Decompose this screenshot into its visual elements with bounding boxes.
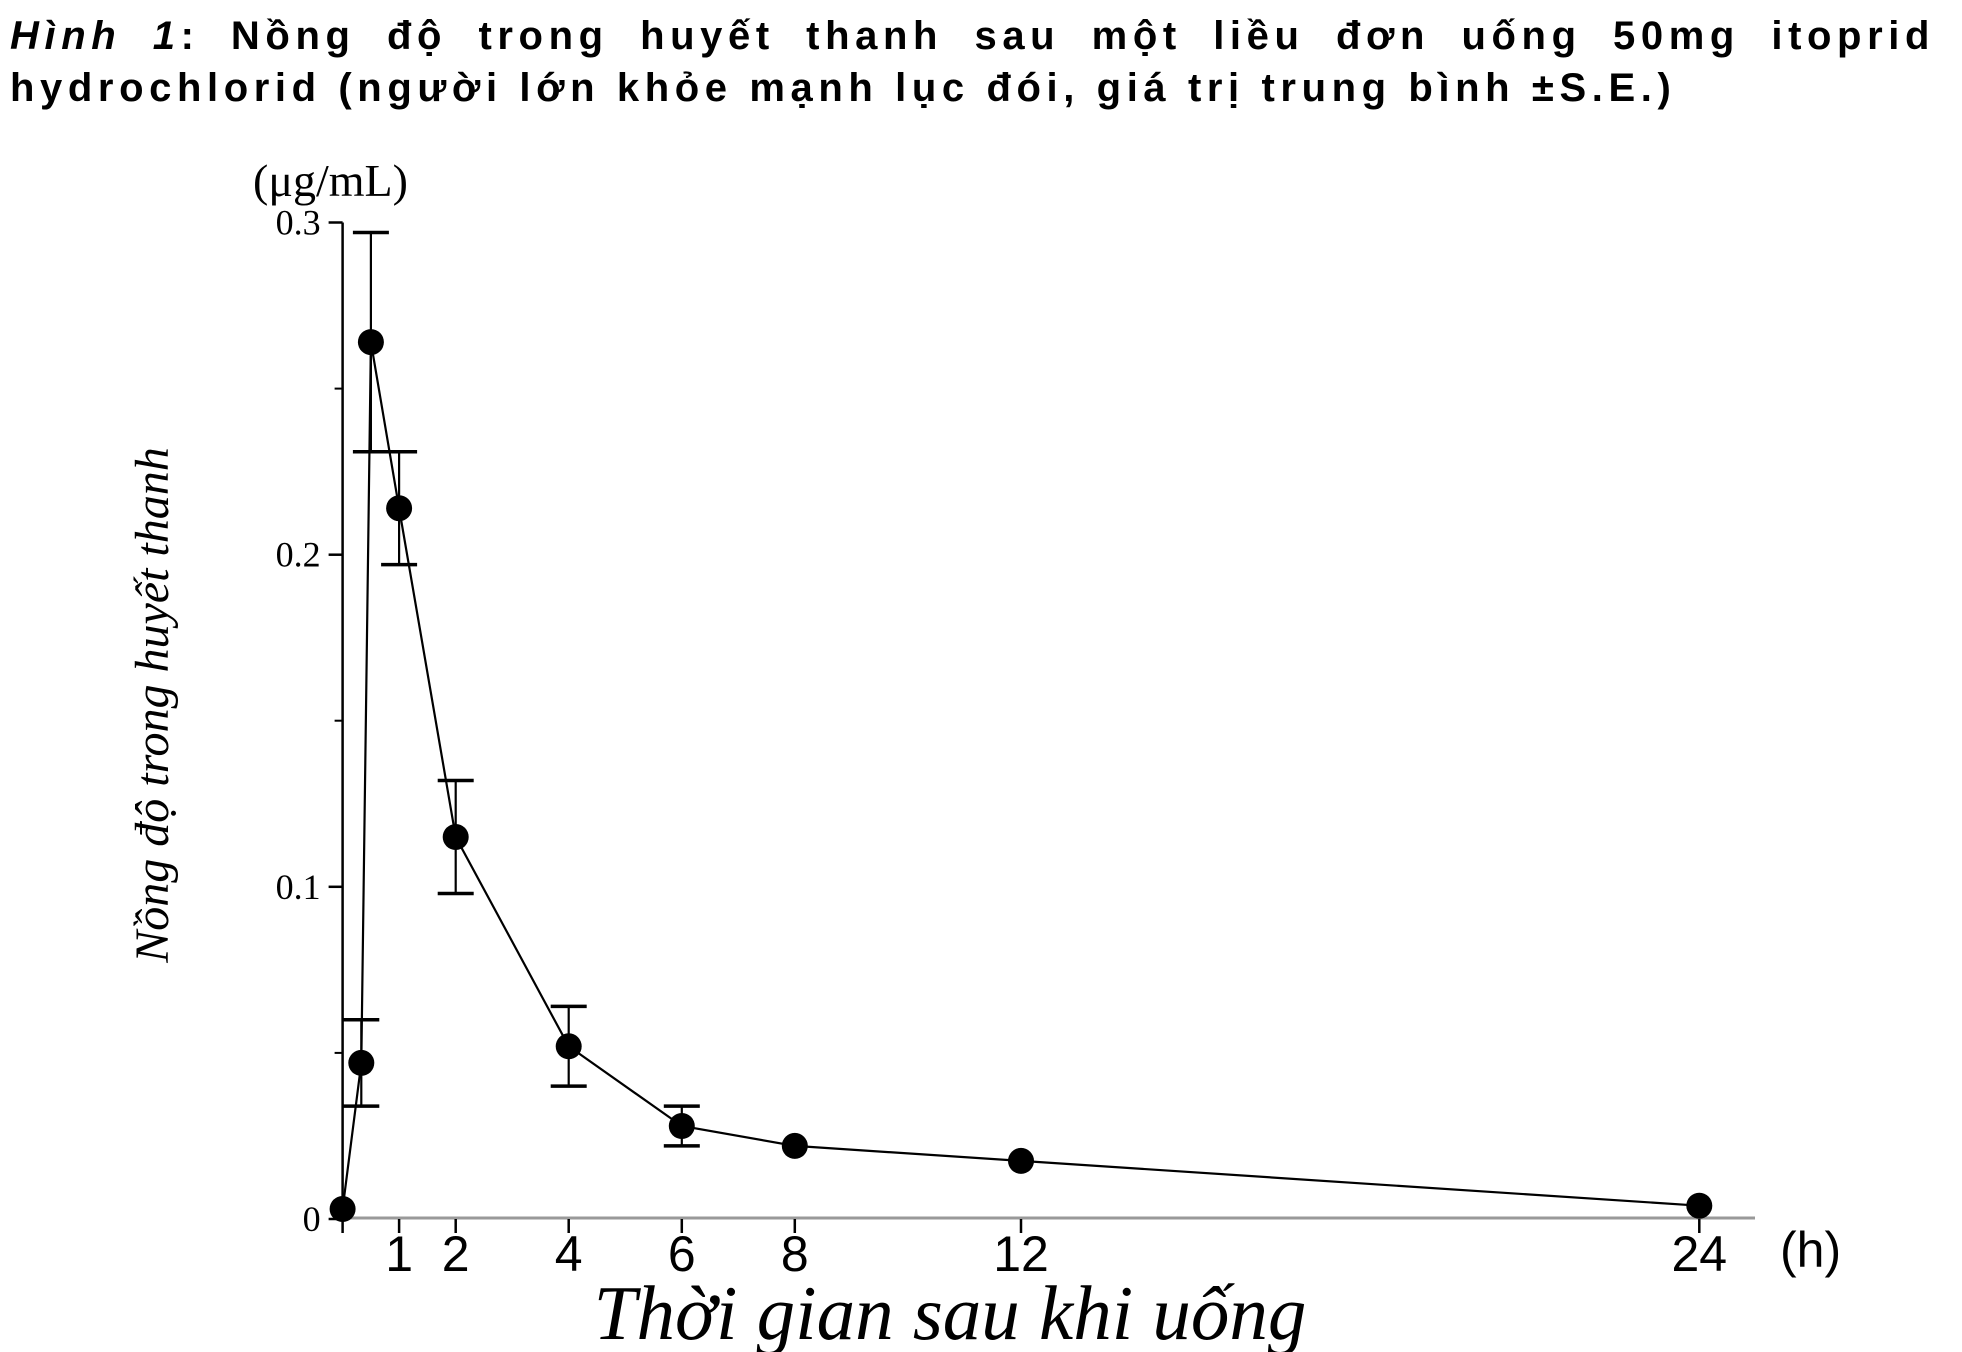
svg-text:0: 0 xyxy=(303,1199,321,1239)
svg-text:(h): (h) xyxy=(1780,1222,1841,1278)
svg-text:24: 24 xyxy=(1671,1226,1727,1282)
svg-text:0.1: 0.1 xyxy=(276,867,321,907)
svg-text:Nồng độ trong huyết thanh: Nồng độ trong huyết thanh xyxy=(126,447,179,964)
svg-text:4: 4 xyxy=(555,1226,583,1282)
svg-text:2: 2 xyxy=(442,1226,470,1282)
svg-text:(μg/mL): (μg/mL) xyxy=(253,155,408,206)
svg-text:0.3: 0.3 xyxy=(276,203,321,243)
svg-text:0.2: 0.2 xyxy=(276,535,321,575)
svg-text:1: 1 xyxy=(385,1226,413,1282)
svg-text:Thời gian sau khi uống: Thời gian sau khi uống xyxy=(594,1270,1307,1352)
